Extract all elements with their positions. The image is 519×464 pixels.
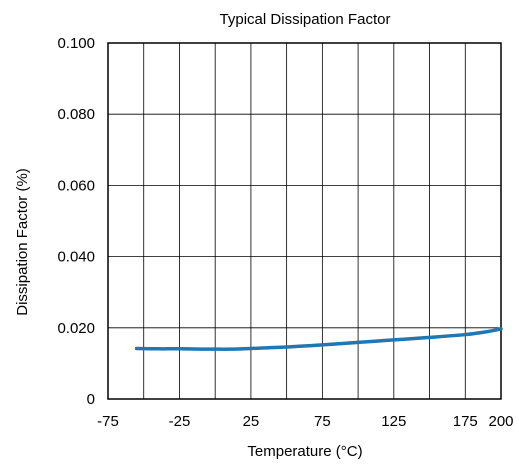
y-axis-ticks: 0 0.020 0.040 0.060 0.080 0.100: [57, 35, 95, 408]
plot-frame: [107, 42, 502, 400]
x-tick-label: -25: [169, 413, 191, 430]
series-group: [134, 327, 503, 351]
y-tick-label: 0.060: [57, 177, 95, 194]
y-tick-label: 0.080: [57, 106, 95, 123]
x-tick-label: 175: [453, 413, 478, 430]
x-axis-label: Temperature (°C): [247, 443, 362, 460]
x-tick-label: 25: [243, 413, 260, 430]
y-tick-label: 0: [87, 391, 95, 408]
x-tick-label: 75: [314, 413, 331, 430]
x-tick-label: 200: [488, 413, 513, 430]
y-tick-label: 0.100: [57, 35, 95, 52]
y-tick-label: 0.020: [57, 320, 95, 337]
x-axis-ticks: -75 -25 25 75 125 175 200: [97, 413, 513, 430]
y-tick-label: 0.040: [57, 249, 95, 266]
y-axis-label: Dissipation Factor (%): [14, 168, 31, 316]
x-tick-label: 125: [381, 413, 406, 430]
series-line-0: [134, 327, 503, 351]
chart-title: Typical Dissipation Factor: [220, 11, 391, 28]
x-tick-label: -75: [97, 413, 119, 430]
